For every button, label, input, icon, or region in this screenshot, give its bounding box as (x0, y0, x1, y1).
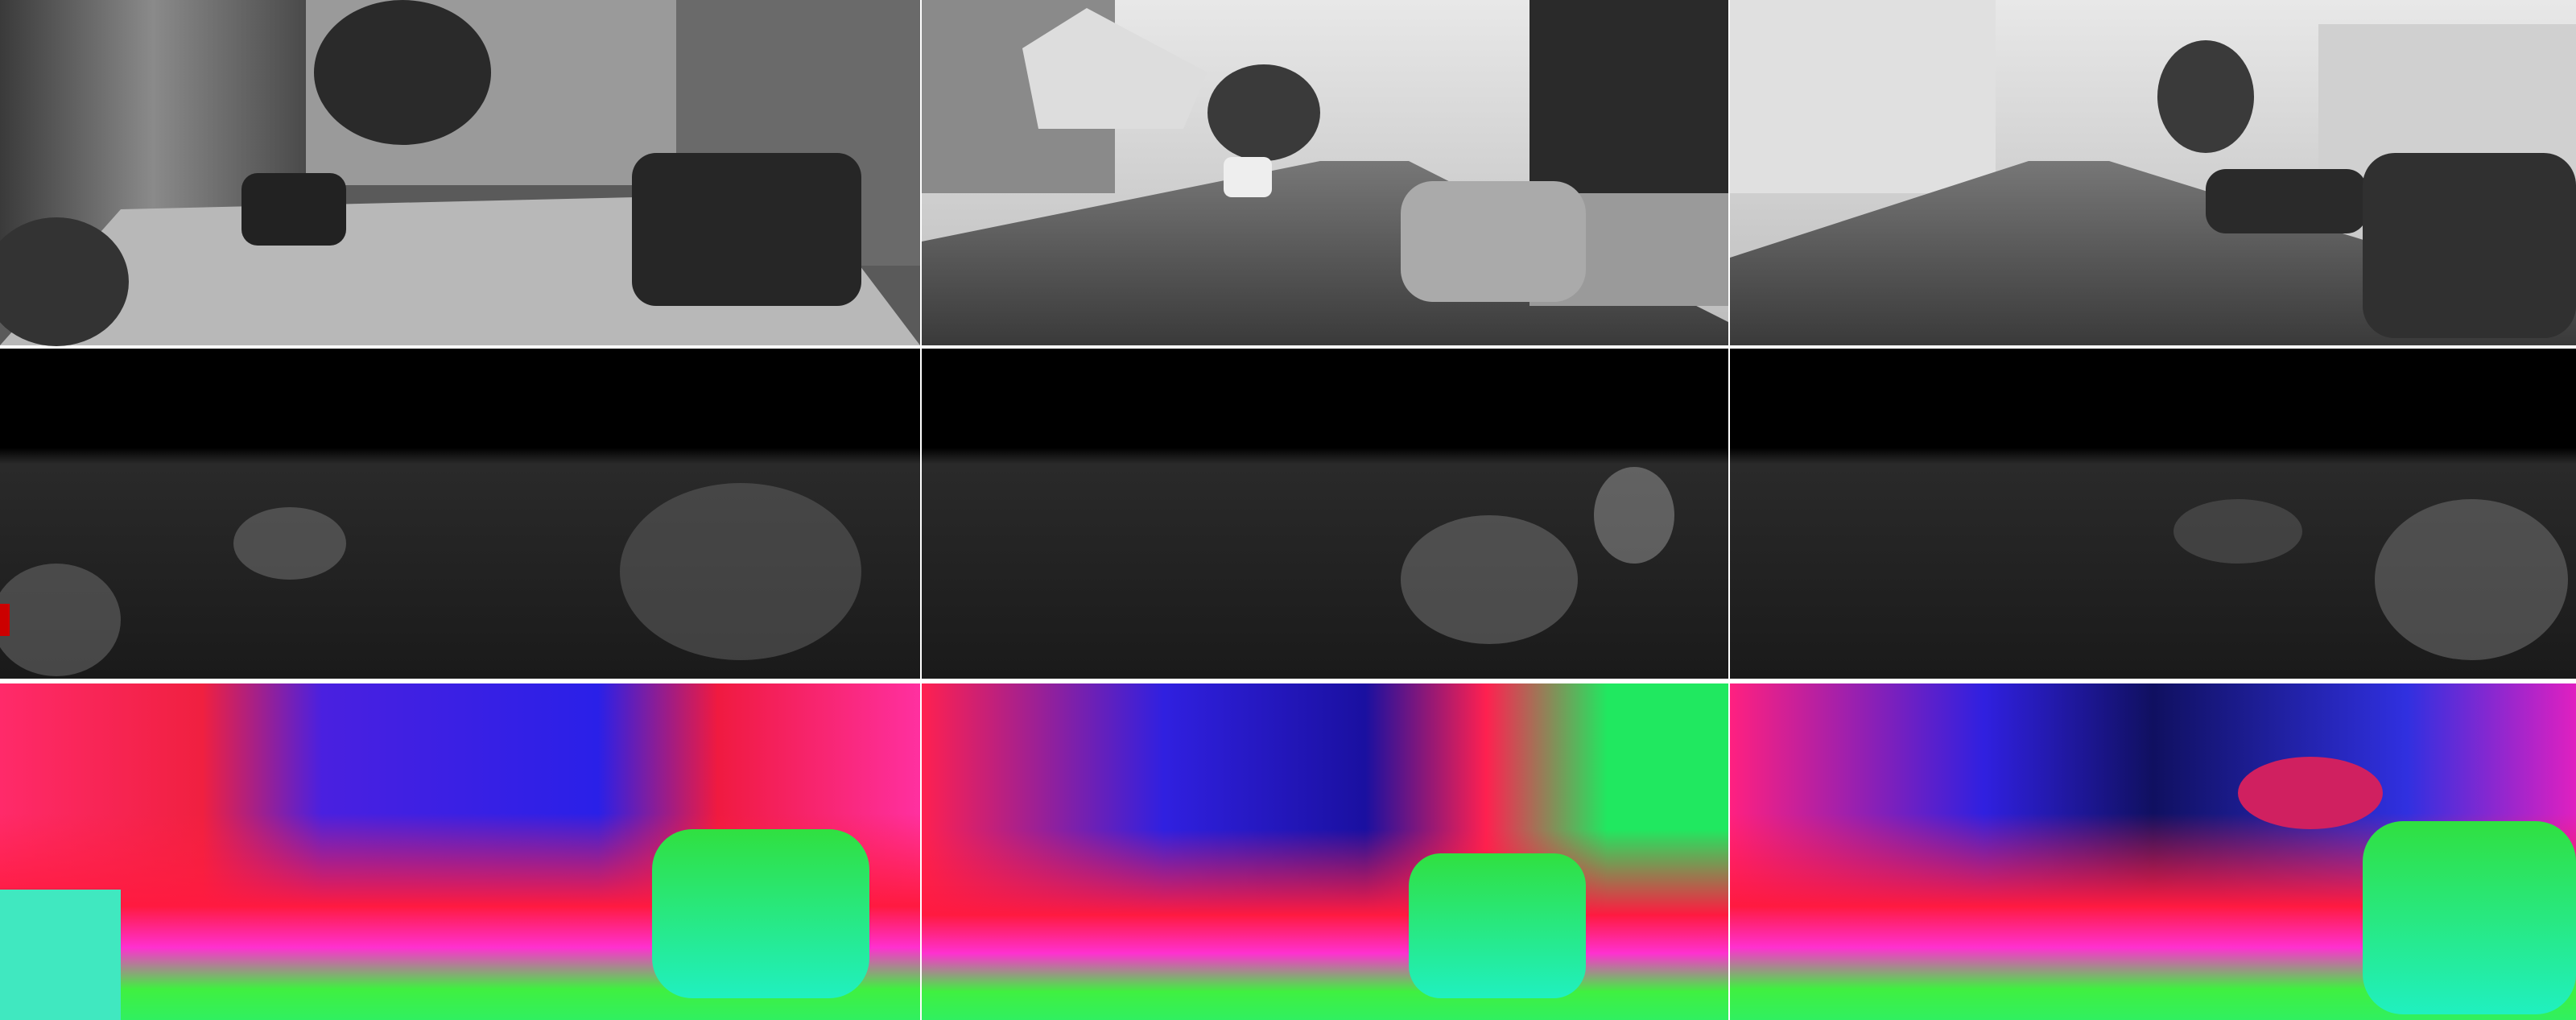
photo-2 (922, 0, 1728, 345)
error-region (620, 483, 861, 660)
error-map-2 (922, 349, 1728, 679)
error-region (1401, 515, 1578, 644)
flow-map-3 (1730, 683, 2576, 1020)
photo-3 (1730, 0, 2576, 345)
error-region (2375, 499, 2568, 660)
car (0, 217, 129, 346)
tree (314, 0, 491, 145)
van (1224, 157, 1272, 197)
error-map (922, 349, 1728, 679)
trees (1530, 0, 1728, 209)
flow-ground (922, 829, 1728, 1020)
house (1730, 0, 1996, 193)
car (2363, 153, 2576, 338)
error-region (1594, 467, 1674, 564)
error-map-1 (0, 349, 920, 679)
error-region (233, 507, 346, 580)
flow-car (1409, 853, 1586, 998)
car (2206, 169, 2367, 233)
car (1401, 181, 1586, 302)
error-region (0, 564, 121, 676)
tree (2157, 40, 2254, 153)
flow-tree (2238, 757, 2383, 829)
car (632, 153, 861, 306)
tree (1208, 64, 1320, 161)
error-map-3 (1730, 349, 2576, 679)
flow-car (652, 829, 869, 998)
flow-car (0, 890, 121, 1020)
flow-car (2363, 821, 2576, 1014)
car (242, 173, 346, 246)
flow-map-2 (922, 683, 1728, 1020)
house (1022, 8, 1208, 129)
error-region (2174, 499, 2302, 564)
photo-1 (0, 0, 920, 346)
error-region (0, 604, 10, 636)
flow-map-1 (0, 683, 920, 1020)
